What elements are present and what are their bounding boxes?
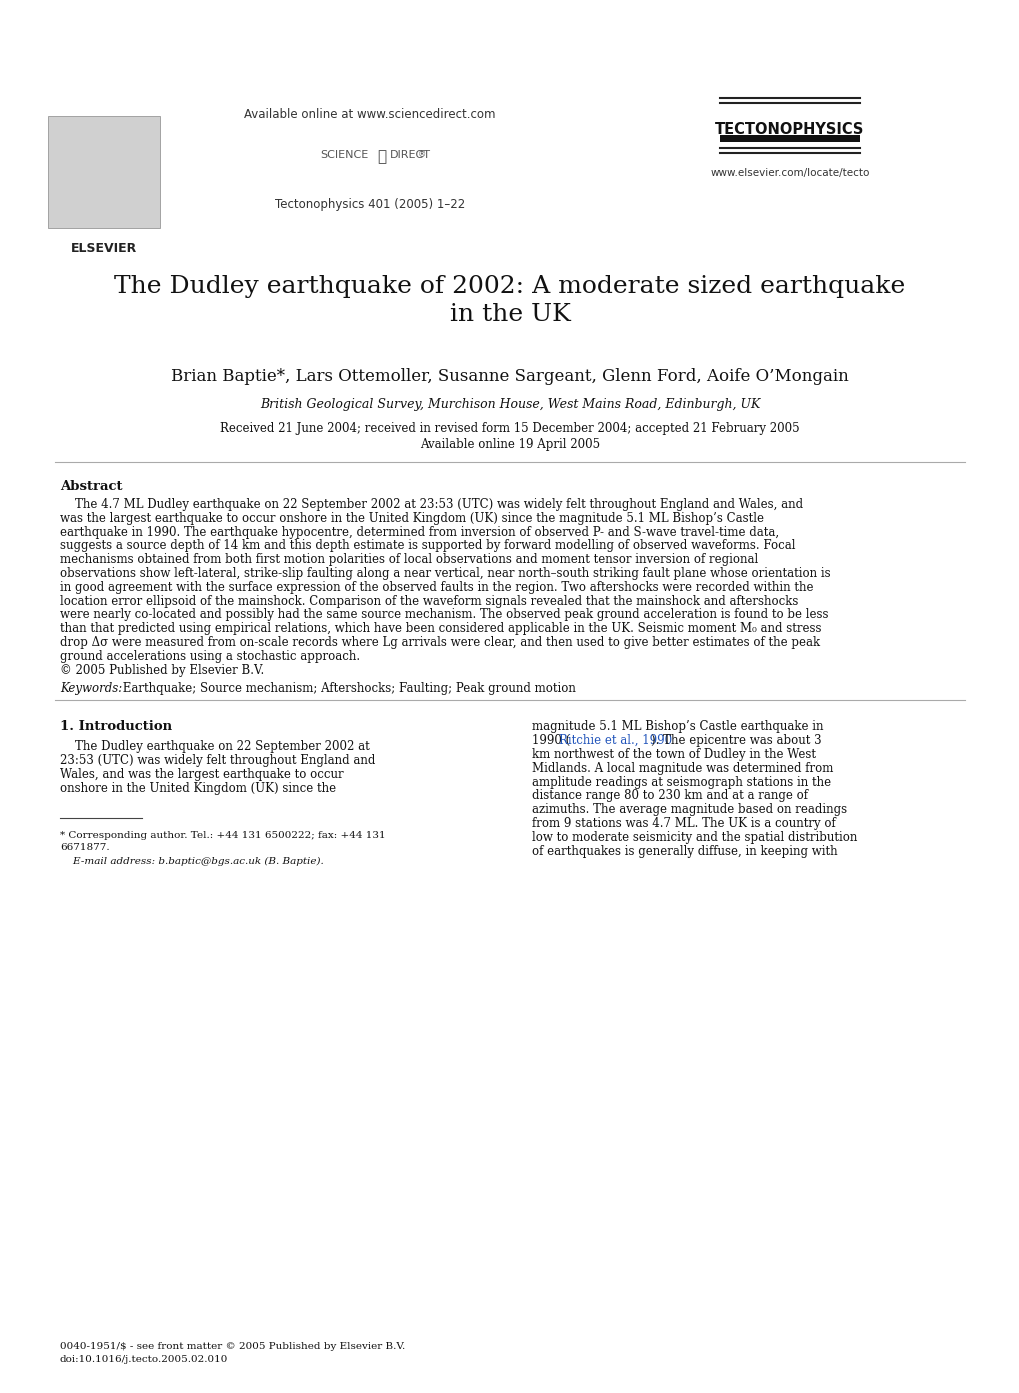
Text: Earthquake; Source mechanism; Aftershocks; Faulting; Peak ground motion: Earthquake; Source mechanism; Aftershock… xyxy=(119,683,576,695)
Text: earthquake in 1990. The earthquake hypocentre, determined from inversion of obse: earthquake in 1990. The earthquake hypoc… xyxy=(60,525,779,539)
Text: onshore in the United Kingdom (UK) since the: onshore in the United Kingdom (UK) since… xyxy=(60,781,336,795)
Text: The 4.7 ML Dudley earthquake on 22 September 2002 at 23:53 (UTC) was widely felt: The 4.7 ML Dudley earthquake on 22 Septe… xyxy=(60,499,802,511)
Bar xyxy=(719,135,859,142)
Text: 23:53 (UTC) was widely felt throughout England and: 23:53 (UTC) was widely felt throughout E… xyxy=(60,754,375,768)
Text: low to moderate seismicity and the spatial distribution: low to moderate seismicity and the spati… xyxy=(532,830,857,844)
Text: DIRECT: DIRECT xyxy=(389,150,431,160)
Text: 1. Introduction: 1. Introduction xyxy=(60,720,172,733)
Text: doi:10.1016/j.tecto.2005.02.010: doi:10.1016/j.tecto.2005.02.010 xyxy=(60,1355,228,1364)
Text: Midlands. A local magnitude was determined from: Midlands. A local magnitude was determin… xyxy=(532,762,833,775)
Text: SCIENCE: SCIENCE xyxy=(320,150,368,160)
Text: ⓐ: ⓐ xyxy=(377,149,386,164)
Text: than that predicted using empirical relations, which have been considered applic: than that predicted using empirical rela… xyxy=(60,623,820,635)
Text: mechanisms obtained from both first motion polarities of local observations and : mechanisms obtained from both first moti… xyxy=(60,553,757,566)
Text: Available online 19 April 2005: Available online 19 April 2005 xyxy=(420,437,599,451)
Text: The Dudley earthquake on 22 September 2002 at: The Dudley earthquake on 22 September 20… xyxy=(60,741,370,754)
Text: drop Δσ were measured from on-scale records where Lg arrivals were clear, and th: drop Δσ were measured from on-scale reco… xyxy=(60,637,819,649)
Text: * Corresponding author. Tel.: +44 131 6500222; fax: +44 131: * Corresponding author. Tel.: +44 131 65… xyxy=(60,830,385,840)
Text: km northwest of the town of Dudley in the West: km northwest of the town of Dudley in th… xyxy=(532,748,815,761)
Text: Keywords:: Keywords: xyxy=(60,683,122,695)
Text: Brian Baptie*, Lars Ottemoller, Susanne Sargeant, Glenn Ford, Aoife O’Mongain: Brian Baptie*, Lars Ottemoller, Susanne … xyxy=(171,368,848,384)
Text: Ritchie et al., 1990: Ritchie et al., 1990 xyxy=(558,734,672,747)
Text: in good agreement with the surface expression of the observed faults in the regi: in good agreement with the surface expre… xyxy=(60,581,813,593)
Text: 1990 (: 1990 ( xyxy=(532,734,570,747)
FancyBboxPatch shape xyxy=(48,116,160,228)
Text: azimuths. The average magnitude based on readings: azimuths. The average magnitude based on… xyxy=(532,804,847,816)
Text: from 9 stations was 4.7 ML. The UK is a country of: from 9 stations was 4.7 ML. The UK is a … xyxy=(532,818,835,830)
Text: Tectonophysics 401 (2005) 1–22: Tectonophysics 401 (2005) 1–22 xyxy=(274,198,465,210)
Text: ELSEVIER: ELSEVIER xyxy=(70,242,137,255)
Text: TECTONOPHYSICS: TECTONOPHYSICS xyxy=(714,123,864,137)
Text: British Geological Survey, Murchison House, West Mains Road, Edinburgh, UK: British Geological Survey, Murchison Hou… xyxy=(260,398,759,411)
Text: location error ellipsoid of the mainshock. Comparison of the waveform signals re: location error ellipsoid of the mainshoc… xyxy=(60,595,798,607)
Text: ®: ® xyxy=(418,150,426,159)
Text: E-mail address: b.baptic@bgs.ac.uk (B. Baptie).: E-mail address: b.baptic@bgs.ac.uk (B. B… xyxy=(60,857,323,865)
Text: distance range 80 to 230 km and at a range of: distance range 80 to 230 km and at a ran… xyxy=(532,790,807,802)
Text: Abstract: Abstract xyxy=(60,481,122,493)
Text: ). The epicentre was about 3: ). The epicentre was about 3 xyxy=(650,734,821,747)
Text: suggests a source depth of 14 km and this depth estimate is supported by forward: suggests a source depth of 14 km and thi… xyxy=(60,539,795,553)
Text: Wales, and was the largest earthquake to occur: Wales, and was the largest earthquake to… xyxy=(60,768,343,781)
Text: magnitude 5.1 ML Bishop’s Castle earthquake in: magnitude 5.1 ML Bishop’s Castle earthqu… xyxy=(532,720,822,733)
Text: were nearly co-located and possibly had the same source mechanism. The observed : were nearly co-located and possibly had … xyxy=(60,609,827,621)
Text: observations show left-lateral, strike-slip faulting along a near vertical, near: observations show left-lateral, strike-s… xyxy=(60,567,829,579)
Text: The Dudley earthquake of 2002: A moderate sized earthquake
in the UK: The Dudley earthquake of 2002: A moderat… xyxy=(114,274,905,326)
Text: of earthquakes is generally diffuse, in keeping with: of earthquakes is generally diffuse, in … xyxy=(532,844,837,858)
Text: www.elsevier.com/locate/tecto: www.elsevier.com/locate/tecto xyxy=(709,169,869,178)
Text: Received 21 June 2004; received in revised form 15 December 2004; accepted 21 Fe: Received 21 June 2004; received in revis… xyxy=(220,422,799,435)
Text: 6671877.: 6671877. xyxy=(60,843,109,851)
Text: amplitude readings at seismograph stations in the: amplitude readings at seismograph statio… xyxy=(532,776,830,788)
Text: © 2005 Published by Elsevier B.V.: © 2005 Published by Elsevier B.V. xyxy=(60,663,264,677)
Text: ground accelerations using a stochastic approach.: ground accelerations using a stochastic … xyxy=(60,649,360,663)
Text: Available online at www.sciencedirect.com: Available online at www.sciencedirect.co… xyxy=(244,109,495,121)
Text: was the largest earthquake to occur onshore in the United Kingdom (UK) since the: was the largest earthquake to occur onsh… xyxy=(60,511,763,525)
Text: 0040-1951/$ - see front matter © 2005 Published by Elsevier B.V.: 0040-1951/$ - see front matter © 2005 Pu… xyxy=(60,1341,405,1351)
